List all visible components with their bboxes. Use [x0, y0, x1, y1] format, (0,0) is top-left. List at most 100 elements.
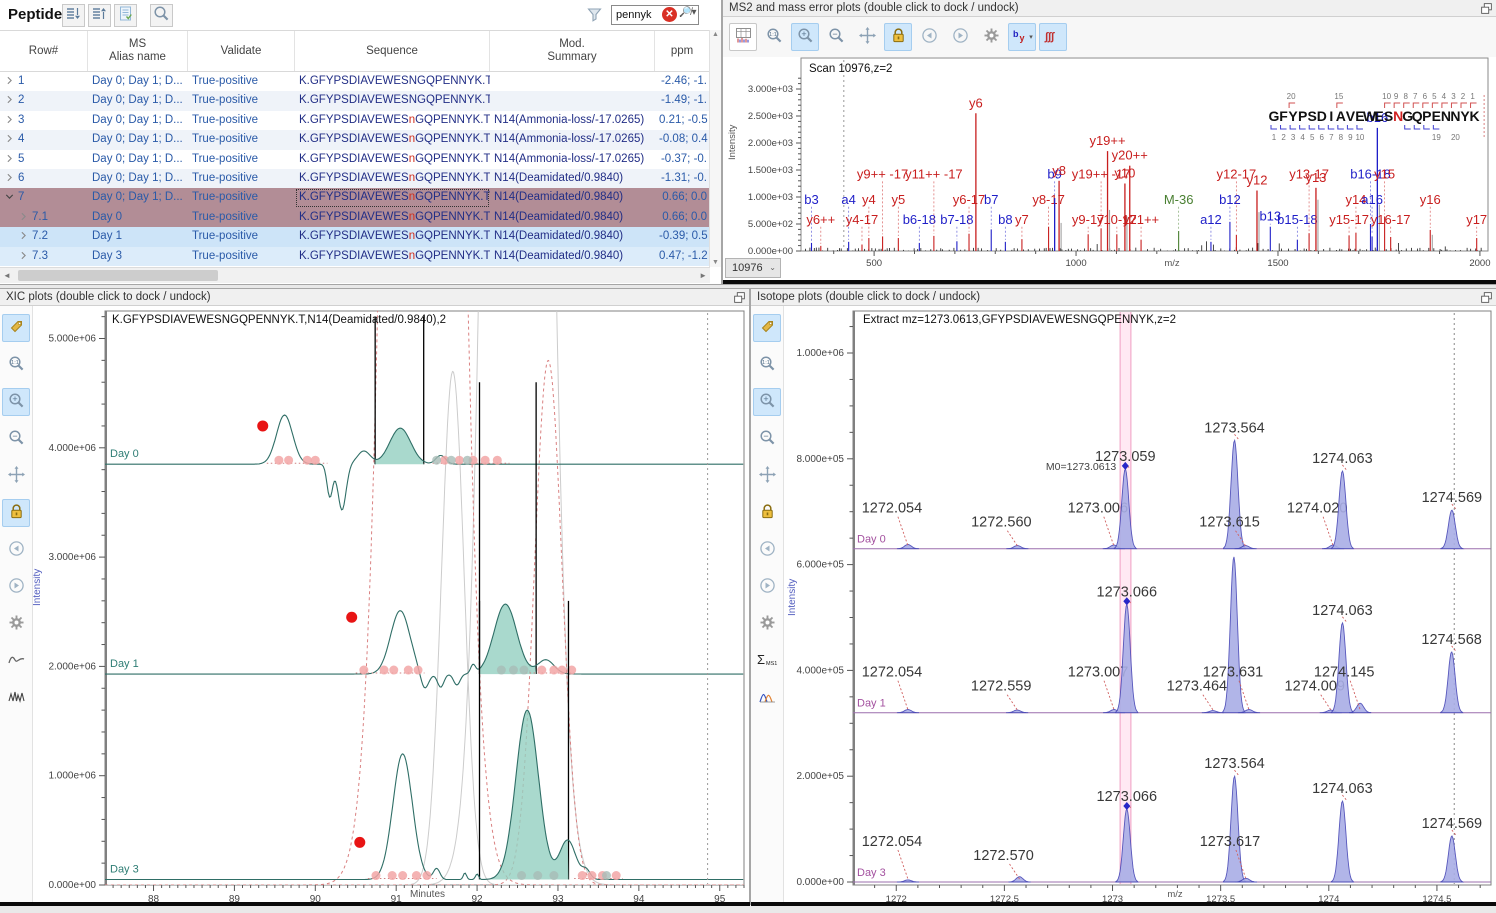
cell-validate[interactable]: True-positive [188, 72, 295, 91]
tag-button[interactable] [753, 314, 781, 342]
cell-ppm[interactable]: -2.46; -1. [655, 72, 710, 91]
col-row[interactable]: Row# [0, 31, 88, 71]
search-dropdown-icon[interactable]: 🔎̸▾ [679, 7, 697, 22]
cell-ppm[interactable]: -0.37; -0. [655, 150, 710, 169]
cell-alias[interactable]: Day 0; Day 1; D... [88, 150, 188, 169]
ms2-titlebar[interactable]: MS2 and mass error plots (double click t… [723, 0, 1496, 17]
prev-button[interactable] [753, 536, 781, 564]
cell-alias[interactable]: Day 0 [88, 208, 188, 227]
cell-mod-summary[interactable]: N14(Ammonia-loss/-17.0265) [490, 150, 655, 169]
pan-button[interactable] [2, 462, 30, 490]
cell-ppm[interactable]: 0.66; 0.0 [655, 208, 710, 227]
table-row[interactable]: 5Day 0; Day 1; D...True-positiveK.GFYPSD… [0, 150, 710, 169]
row-expand-icon[interactable] [4, 171, 16, 183]
cell-validate[interactable]: True-positive [188, 169, 295, 188]
isotope-plot[interactable]: 0.000e+002.000e+054.000e+056.000e+058.00… [751, 306, 1496, 906]
lock-button[interactable] [2, 499, 30, 527]
table-row[interactable]: 3Day 0; Day 1; D...True-positiveK.GFYPSD… [0, 111, 710, 130]
table-row[interactable]: 7.1Day 0True-positiveK.GFYPSDIAVEWESnGQP… [0, 208, 710, 227]
cell-alias[interactable]: Day 0; Day 1; D... [88, 91, 188, 110]
cell-sequence[interactable]: K.GFYPSDIAVEWESnGQPENNYK.T [295, 247, 490, 266]
cell-alias[interactable]: Day 0; Day 1; D... [88, 188, 188, 207]
row-expand-icon[interactable] [4, 113, 16, 125]
cell-ppm[interactable]: -1.49; -1. [655, 91, 710, 110]
zoom-reset-button[interactable]: 1:1 [753, 351, 781, 379]
ion-label-by-button[interactable]: by▾ [1008, 23, 1036, 51]
cell-validate[interactable]: True-positive [188, 208, 295, 227]
cell-row-number[interactable]: 4 [0, 130, 88, 149]
row-expand-icon[interactable] [4, 74, 16, 86]
next-button[interactable] [2, 573, 30, 601]
zoom-in-button[interactable]: + [791, 23, 819, 51]
twin-peaks-button[interactable] [753, 684, 781, 712]
collapse-rows-button[interactable] [88, 4, 111, 27]
cell-sequence[interactable]: K.GFYPSDIAVEWESnGQPENNYK.T [295, 130, 490, 149]
cell-sequence[interactable]: K.GFYPSDIAVEWESnGQPENNYK.T [295, 169, 490, 188]
cell-ppm[interactable]: -0.39; 0.5 [655, 227, 710, 246]
smooth-curve-button[interactable] [2, 647, 30, 675]
table-row[interactable]: 4Day 0; Day 1; D...True-positiveK.GFYPSD… [0, 130, 710, 149]
cell-sequence[interactable]: K.GFYPSDIAVEWESnGQPENNYK.T [295, 208, 490, 227]
cell-sequence[interactable]: K.GFYPSDIAVEWESnGQPENNYK.T [295, 150, 490, 169]
table-row[interactable]: 2Day 0; Day 1; D...True-positiveK.GFYPSD… [0, 91, 710, 110]
cell-row-number[interactable]: 7.3 [0, 247, 88, 266]
cell-alias[interactable]: Day 0; Day 1; D... [88, 111, 188, 130]
cell-validate[interactable]: True-positive [188, 227, 295, 246]
cell-sequence[interactable]: K.GFYPSDIAVEWESNGQPENNYK.T [295, 72, 490, 91]
pan-button[interactable] [853, 23, 881, 51]
raw-trace-button[interactable] [2, 684, 30, 712]
table-row[interactable]: 7.3Day 3True-positiveK.GFYPSDIAVEWESnGQP… [0, 247, 710, 266]
cell-mod-summary[interactable] [490, 91, 655, 110]
gear-button[interactable] [2, 610, 30, 638]
vertical-scrollbar[interactable]: ▲▼ [709, 30, 721, 267]
cell-sequence[interactable]: K.GFYPSDIAVEWESNGQPENNYK.T [295, 91, 490, 110]
lock-button[interactable] [884, 23, 912, 51]
cell-ppm[interactable]: 0.66; 0.0 [655, 188, 710, 207]
cell-row-number[interactable]: 3 [0, 111, 88, 130]
col-validate[interactable]: Validate [188, 31, 295, 71]
filter-funnel-icon[interactable] [586, 6, 603, 23]
gear-button[interactable] [753, 610, 781, 638]
cell-ppm[interactable]: 0.21; -0.5 [655, 111, 710, 130]
cell-row-number[interactable]: 1 [0, 72, 88, 91]
scan-selector-dropdown[interactable]: 10976⌄ [725, 258, 781, 278]
prev-button[interactable] [2, 536, 30, 564]
cell-ppm[interactable]: -1.31; -0. [655, 169, 710, 188]
isotope-titlebar[interactable]: Isotope plots (double click to dock / un… [751, 289, 1496, 306]
tag-button[interactable] [2, 314, 30, 342]
next-button[interactable] [946, 23, 974, 51]
cell-mod-summary[interactable] [490, 72, 655, 91]
cell-row-number[interactable]: 7.1 [0, 208, 88, 227]
col-ppm[interactable]: ppm [655, 31, 710, 71]
cell-validate[interactable]: True-positive [188, 111, 295, 130]
expand-rows-button[interactable] [62, 4, 85, 27]
cell-sequence[interactable]: K.GFYPSDIAVEWESnGQPENNYK.T [295, 227, 490, 246]
cell-alias[interactable]: Day 0; Day 1; D... [88, 169, 188, 188]
table-row[interactable]: 7Day 0; Day 1; D...True-positiveK.GFYPSD… [0, 188, 710, 207]
scrollbar-thumb[interactable] [18, 270, 218, 281]
cell-mod-summary[interactable]: N14(Deamidated/0.9840) [490, 188, 655, 207]
lock-button[interactable] [753, 499, 781, 527]
cell-validate[interactable]: True-positive [188, 150, 295, 169]
zoom-out-button[interactable]: − [822, 23, 850, 51]
row-expand-icon[interactable] [18, 210, 30, 222]
cell-alias[interactable]: Day 0; Day 1; D... [88, 130, 188, 149]
sum-ms1-button[interactable]: ΣMS1 [753, 647, 781, 675]
cell-row-number[interactable]: 7.2 [0, 227, 88, 246]
cell-alias[interactable]: Day 1 [88, 227, 188, 246]
cell-mod-summary[interactable]: N14(Deamidated/0.9840) [490, 227, 655, 246]
cell-row-number[interactable]: 6 [0, 169, 88, 188]
scroll-down-icon[interactable]: ▼ [710, 259, 721, 266]
clear-search-button[interactable]: ✕ [662, 7, 677, 22]
advanced-search-button[interactable] [150, 4, 173, 27]
table-row[interactable]: 7.2Day 1True-positiveK.GFYPSDIAVEWESnGQP… [0, 227, 710, 246]
zoom-reset-button[interactable]: 1:1 [2, 351, 30, 379]
cell-validate[interactable]: True-positive [188, 247, 295, 266]
cell-ppm[interactable]: 0.47; -1.2 [655, 247, 710, 266]
fragment-marks-button[interactable]: ∫∫∫ [1039, 23, 1067, 51]
col-mod[interactable]: Mod. Summary [490, 31, 655, 71]
cell-ppm[interactable]: -0.08; 0.4 [655, 130, 710, 149]
row-expand-icon[interactable] [4, 152, 16, 164]
prev-button[interactable] [915, 23, 943, 51]
report-button[interactable] [114, 4, 137, 27]
